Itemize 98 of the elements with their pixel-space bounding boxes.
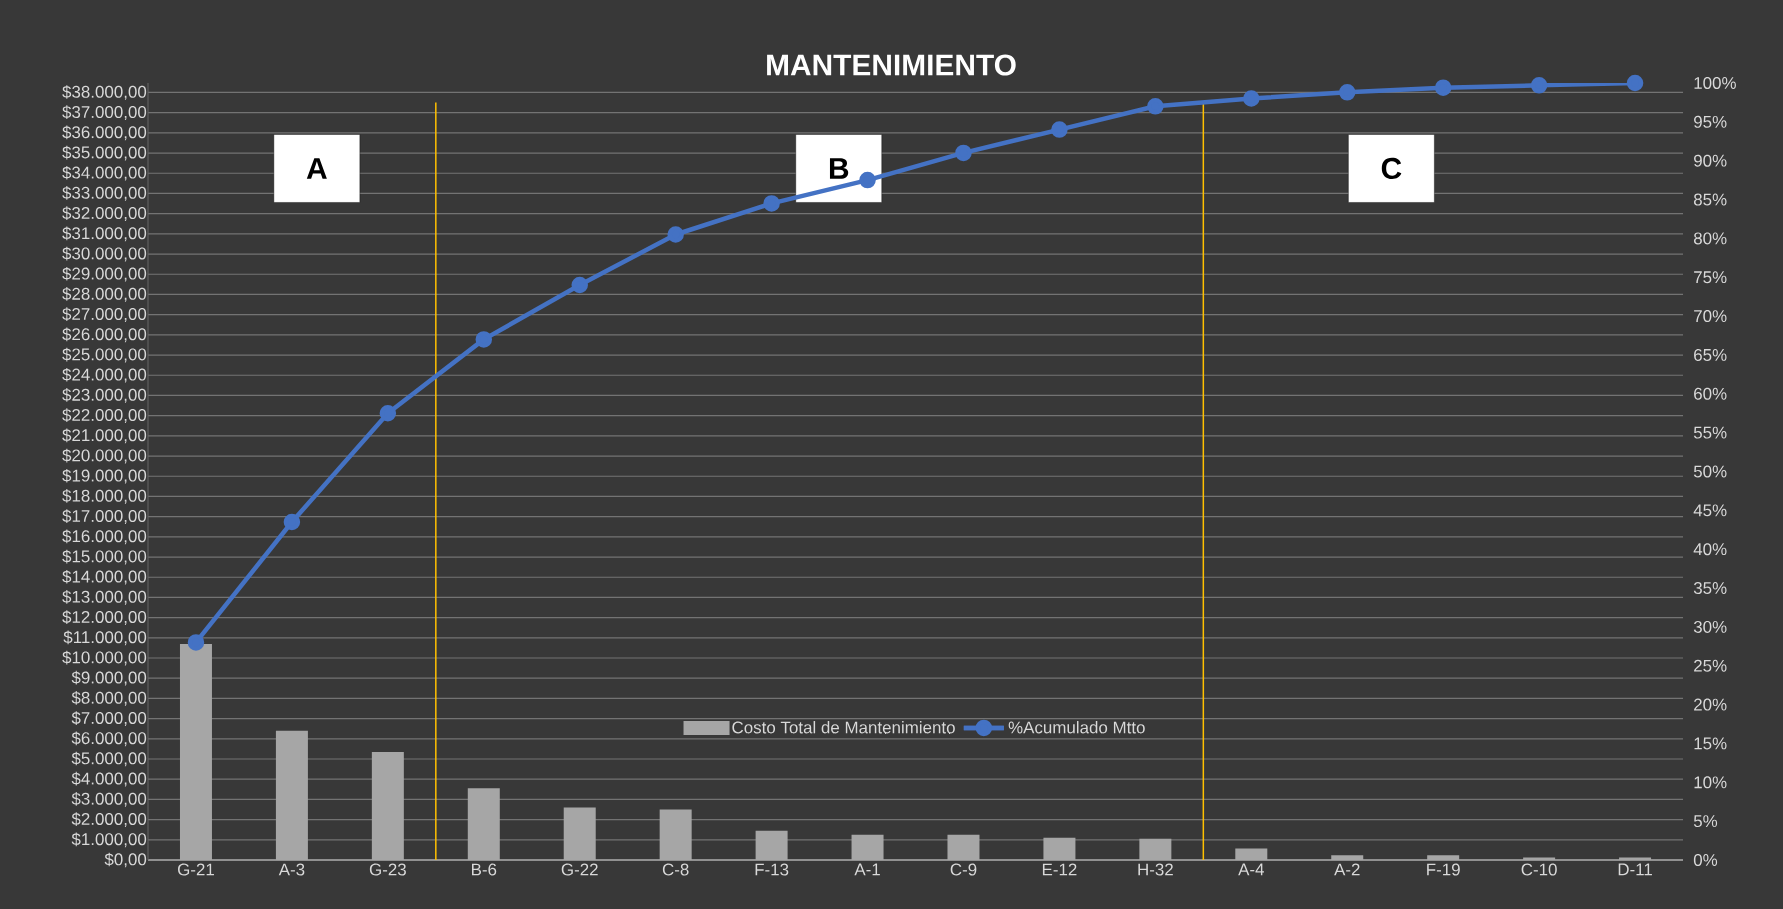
y-tick-label: $3.000,00 bbox=[71, 792, 147, 807]
chart-title: MANTENIMIENTO bbox=[767, 54, 1016, 76]
y2-tick-label: 15% bbox=[1694, 737, 1727, 750]
y2-tick-label: 10% bbox=[1694, 776, 1727, 789]
y-tick-label: $37.000,00 bbox=[62, 105, 147, 121]
y2-tick-label: 50% bbox=[1693, 465, 1727, 478]
x-tick-label: B-6 bbox=[472, 863, 497, 876]
y-tick-label: $24.000,00 bbox=[62, 367, 147, 383]
y-tick-label: $4.000,00 bbox=[71, 771, 147, 787]
point bbox=[283, 513, 301, 531]
y-tick-label: $5.000,00 bbox=[71, 751, 147, 767]
x-tick-label: D-11 bbox=[1618, 863, 1652, 876]
point bbox=[475, 331, 493, 348]
y-tick-label: $25.000,00 bbox=[62, 347, 147, 363]
y-tick-label: $16.000,00 bbox=[62, 529, 147, 545]
y-tick-label: $2.000,00 bbox=[71, 812, 147, 827]
y2-tick-label: 45% bbox=[1693, 504, 1727, 517]
point bbox=[763, 195, 780, 212]
y-tick-label: $36.000,00 bbox=[62, 125, 147, 141]
x-tick-label: A-4 bbox=[1238, 863, 1264, 876]
x-tick-label: H-32 bbox=[1138, 863, 1173, 876]
y-tick-label: $9.000,00 bbox=[71, 670, 147, 686]
y-tick-label: $34.000,00 bbox=[62, 165, 147, 181]
y-tick-label: $6.000,00 bbox=[71, 731, 147, 747]
point bbox=[187, 634, 205, 651]
y2-tick-label: 90% bbox=[1694, 154, 1727, 167]
annotation: C bbox=[1381, 157, 1402, 180]
x-tick-label: F-13 bbox=[755, 863, 789, 876]
y-tick-label: $19.000,00 bbox=[62, 468, 147, 484]
point bbox=[1626, 74, 1644, 92]
x-tick-label: G-23 bbox=[369, 863, 406, 876]
y2-tick-label: 60% bbox=[1694, 387, 1727, 400]
y-tick-label: $28.000,00 bbox=[62, 287, 147, 302]
y-tick-label: $10.000,00 bbox=[62, 650, 147, 666]
annotation: B bbox=[829, 158, 849, 179]
y-tick-label: $7.000,00 bbox=[71, 711, 147, 726]
y-tick-label: $8.000,00 bbox=[71, 691, 147, 706]
point bbox=[1434, 79, 1452, 96]
y2-tick-label: 35% bbox=[1693, 582, 1727, 595]
y-tick-label: $33.000,00 bbox=[62, 186, 147, 201]
x-tick-label: A-3 bbox=[278, 863, 305, 876]
y2-tick-label: 55% bbox=[1693, 426, 1727, 439]
point bbox=[667, 226, 684, 243]
legend-label: %Acumulado Mtto bbox=[1008, 721, 1145, 734]
y-tick-label: $22.000,00 bbox=[62, 408, 147, 423]
y-tick-label: $17.000,00 bbox=[62, 509, 147, 524]
point bbox=[379, 404, 397, 422]
y-tick-label: $29.000,00 bbox=[62, 266, 147, 282]
y2-tick-label: 5% bbox=[1693, 815, 1718, 828]
x-tick-label: C-9 bbox=[950, 863, 977, 876]
x-tick-label: C-10 bbox=[1521, 863, 1557, 876]
x-tick-label: A-2 bbox=[1334, 863, 1360, 876]
y2-tick-label: 70% bbox=[1694, 310, 1727, 323]
y-tick-label: $0,00 bbox=[104, 852, 147, 868]
point bbox=[571, 276, 588, 294]
x-tick-label: E-12 bbox=[1042, 863, 1077, 876]
y-tick-label: $11.000,00 bbox=[63, 630, 147, 646]
point bbox=[1530, 77, 1548, 94]
y-tick-label: $26.000,00 bbox=[62, 327, 147, 343]
y2-tick-label: 30% bbox=[1693, 620, 1727, 633]
point bbox=[955, 144, 972, 162]
y-tick-label: $27.000,00 bbox=[62, 307, 147, 323]
y2-tick-label: 75% bbox=[1694, 271, 1727, 284]
y-tick-label: $23.000,00 bbox=[62, 388, 147, 403]
y-tick-label: $12.000,00 bbox=[62, 610, 147, 625]
y-tick-label: $14.000,00 bbox=[62, 569, 147, 585]
y2-tick-label: 65% bbox=[1694, 348, 1727, 361]
y-tick-label: $21.000,00 bbox=[62, 428, 147, 444]
legend-label: Costo Total de Mantenimiento bbox=[732, 721, 955, 734]
y-tick-label: $1.000,00 bbox=[71, 832, 147, 848]
annotation: A bbox=[306, 158, 327, 179]
y-tick-label: $35.000,00 bbox=[62, 145, 147, 161]
y2-tick-label: 0% bbox=[1693, 854, 1718, 866]
y2-tick-label: 80% bbox=[1693, 232, 1727, 245]
y2-tick-label: 85% bbox=[1693, 193, 1727, 206]
y2-tick-label: 20% bbox=[1694, 698, 1727, 711]
x-tick-label: G-21 bbox=[178, 863, 214, 876]
y-tick-label: $15.000,00 bbox=[62, 549, 147, 565]
y-tick-label: $32.000,00 bbox=[62, 206, 147, 222]
y-tick-label: $18.000,00 bbox=[62, 489, 147, 504]
point bbox=[1243, 90, 1260, 107]
y-tick-label: $30.000,00 bbox=[62, 246, 147, 262]
y-tick-label: $38.000,00 bbox=[62, 85, 147, 100]
y-tick-label: $20.000,00 bbox=[62, 448, 147, 464]
y-tick-label: $31.000,00 bbox=[62, 226, 147, 242]
x-tick-label: G-22 bbox=[561, 863, 598, 876]
x-tick-label: C-8 bbox=[662, 863, 689, 876]
y2-tick-label: 40% bbox=[1693, 543, 1727, 556]
point bbox=[1147, 98, 1164, 115]
x-tick-label: A-1 bbox=[854, 863, 880, 876]
y-tick-label: $13.000,00 bbox=[62, 590, 147, 605]
x-tick-label: F-19 bbox=[1427, 863, 1460, 876]
point bbox=[1051, 121, 1068, 138]
y2-tick-label: 100% bbox=[1694, 76, 1736, 89]
y2-tick-label: 25% bbox=[1694, 659, 1727, 672]
point bbox=[859, 171, 876, 189]
y2-tick-label: 95% bbox=[1694, 115, 1727, 128]
point bbox=[1339, 84, 1356, 101]
